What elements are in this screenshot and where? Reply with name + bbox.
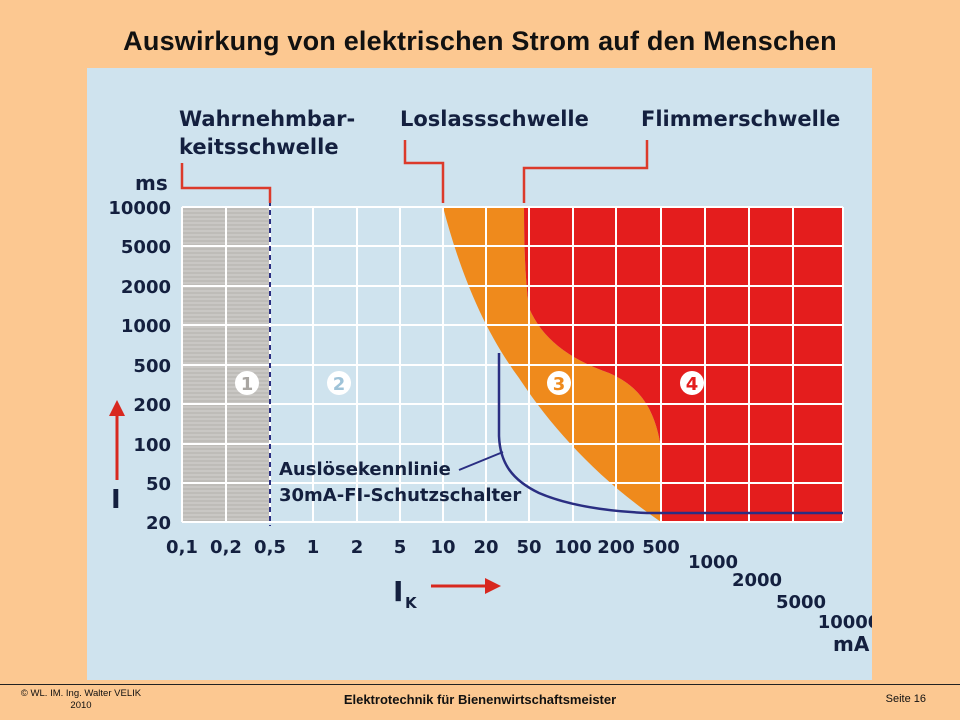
footer-rule xyxy=(0,684,960,685)
x-tick-label: 0,1 xyxy=(166,537,198,558)
x-tick-label: 1 xyxy=(307,537,320,558)
perception-label-line1: Wahrnehmbar- xyxy=(179,107,355,131)
zone-marker-2-label: 2 xyxy=(333,374,346,395)
slide-title: Auswirkung von elektrischen Strom auf de… xyxy=(123,26,837,56)
x-tick-label: 1000 xyxy=(688,552,738,573)
perception-label-line2: keitsschwelle xyxy=(179,135,339,159)
y-tick-label: 200 xyxy=(133,395,171,416)
x-axis-symbol: I xyxy=(393,575,403,608)
y-axis-symbol: I xyxy=(111,485,121,515)
curve-label-line1: Auslösekennlinie xyxy=(279,459,451,480)
x-tick-label: 10 xyxy=(430,537,455,558)
letgo-bracket xyxy=(403,140,445,203)
x-tick-label: 5000 xyxy=(776,592,826,613)
zone-marker-4: 4 xyxy=(680,371,704,395)
x-tick-labels: 0,1 0,2 0,5 1 2 5 10 20 50 100 200 500 1000200050001… xyxy=(166,537,872,633)
x-tick-label: 0,2 xyxy=(210,537,242,558)
y-tick-label: 50 xyxy=(146,474,171,495)
x-tick-label: 2 xyxy=(351,537,364,558)
shock-effect-figure: Wahrnehmbar- keitsschwelle Loslassschwel… xyxy=(87,68,872,680)
footer-copyright-line1: © WL. IM. Ing. Walter VELIK xyxy=(20,688,142,699)
perception-bracket xyxy=(180,163,272,203)
y-axis-arrow-head xyxy=(109,400,125,416)
letgo-label: Loslassschwelle xyxy=(400,107,589,131)
zone-marker-1-label: 1 xyxy=(241,374,254,395)
y-tick-label: 5000 xyxy=(121,237,171,258)
footer-page-number: Seite 16 xyxy=(885,693,926,705)
fibrillation-label: Flimmerschwelle xyxy=(641,107,840,131)
footer-course-title: Elektrotechnik für Bienenwirtschaftsmeis… xyxy=(343,692,617,707)
x-unit-label: mA xyxy=(833,632,870,656)
fi-trip-curve xyxy=(497,353,843,515)
zone-marker-4-label: 4 xyxy=(686,374,699,395)
footer-copyright-line2: 2010 xyxy=(70,700,92,711)
y-tick-label: 100 xyxy=(133,435,171,456)
x-tick-label: 5 xyxy=(394,537,407,558)
zone-marker-3-label: 3 xyxy=(553,374,566,395)
y-tick-label: 2000 xyxy=(121,277,171,298)
x-tick-label: 2000 xyxy=(732,570,782,591)
zone-marker-1: 1 xyxy=(235,371,259,395)
curve-label-line2: 30mA-FI-Schutzschalter xyxy=(279,485,521,506)
x-axis-arrow-head xyxy=(485,578,501,594)
y-tick-label: 10000 xyxy=(108,198,171,219)
x-tick-label: 500 xyxy=(642,537,680,558)
x-tick-label: 20 xyxy=(473,537,498,558)
x-tick-label: 0,5 xyxy=(254,537,286,558)
y-tick-label: 500 xyxy=(133,356,171,377)
zone-marker-3: 3 xyxy=(547,371,571,395)
x-tick-label: 50 xyxy=(516,537,541,558)
y-unit-label: ms xyxy=(135,171,168,195)
y-tick-label: 1000 xyxy=(121,316,171,337)
grid-lines xyxy=(181,206,844,523)
y-tick-labels: 10000 5000 2000 1000 500 200 100 50 20 xyxy=(108,198,171,534)
footer-copyright: © WL. IM. Ing. Walter VELIK 2010 xyxy=(6,688,156,712)
x-tick-label: 100 xyxy=(554,537,592,558)
x-tick-label: 200 xyxy=(597,537,635,558)
x-tick-label: 10000 xyxy=(818,612,872,633)
curve-label-leader xyxy=(458,451,504,471)
x-axis-subscript: K xyxy=(405,594,418,612)
zone-marker-2: 2 xyxy=(327,371,351,395)
fibrillation-bracket xyxy=(522,140,649,203)
y-tick-label: 20 xyxy=(146,513,171,534)
